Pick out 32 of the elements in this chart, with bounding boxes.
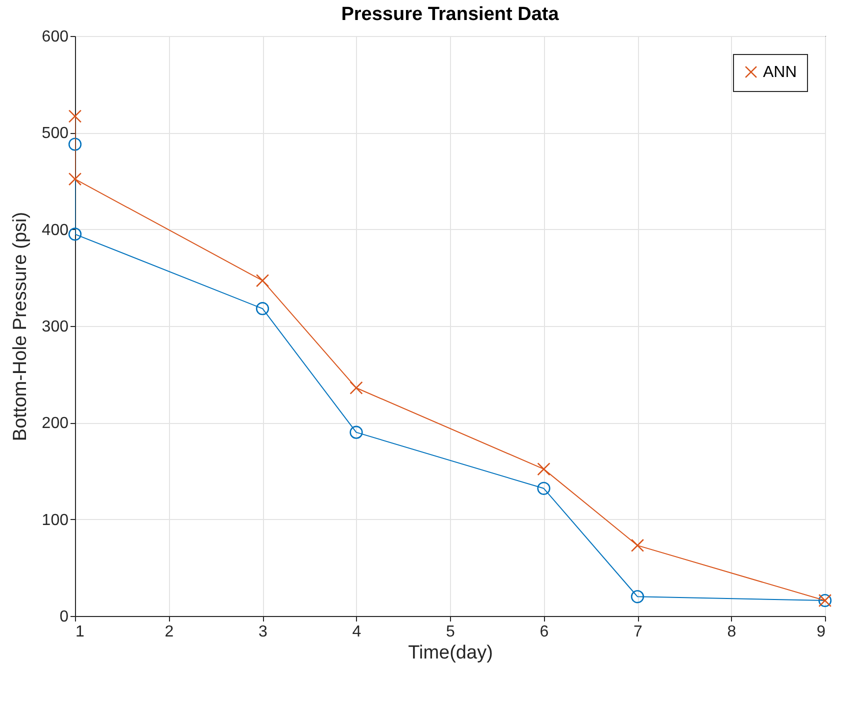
- point: [68, 138, 82, 151]
- x-tick-label: 5: [446, 624, 456, 640]
- x-tick-label: 2: [164, 624, 174, 640]
- y-tick-label: 100: [42, 512, 69, 529]
- point: [630, 590, 644, 604]
- point: [256, 274, 270, 288]
- x-tick-label: 3: [258, 624, 268, 640]
- legend-label: ANN: [763, 64, 797, 81]
- y-tick-label: 400: [42, 222, 69, 239]
- x-tick-label: 6: [540, 624, 549, 640]
- point: [68, 172, 82, 186]
- y-tick-label: 0: [60, 608, 69, 626]
- point: [537, 482, 550, 495]
- point: [350, 426, 363, 439]
- y-tick-label: 500: [42, 125, 69, 142]
- x-tick-label: 4: [352, 624, 362, 640]
- point: [630, 538, 644, 552]
- chart-title: Pressure Transient Data: [341, 4, 560, 25]
- y-tick-label: 600: [42, 28, 69, 46]
- point: [256, 302, 270, 316]
- y-tick-label: 300: [42, 318, 69, 336]
- x-tick-label: 8: [727, 624, 736, 640]
- x-tick-label: 1: [76, 624, 84, 640]
- point: [68, 110, 82, 123]
- x-tick-label: 9: [816, 624, 826, 640]
- point: [537, 462, 550, 476]
- point: [350, 381, 363, 394]
- y-tick-label: 200: [42, 415, 69, 432]
- x-axis-title: Time(day): [408, 642, 493, 664]
- point: [68, 228, 82, 241]
- y-axis-title: Bottom-Hole Pressure (psi): [10, 212, 31, 442]
- x-tick-label: 7: [634, 624, 643, 640]
